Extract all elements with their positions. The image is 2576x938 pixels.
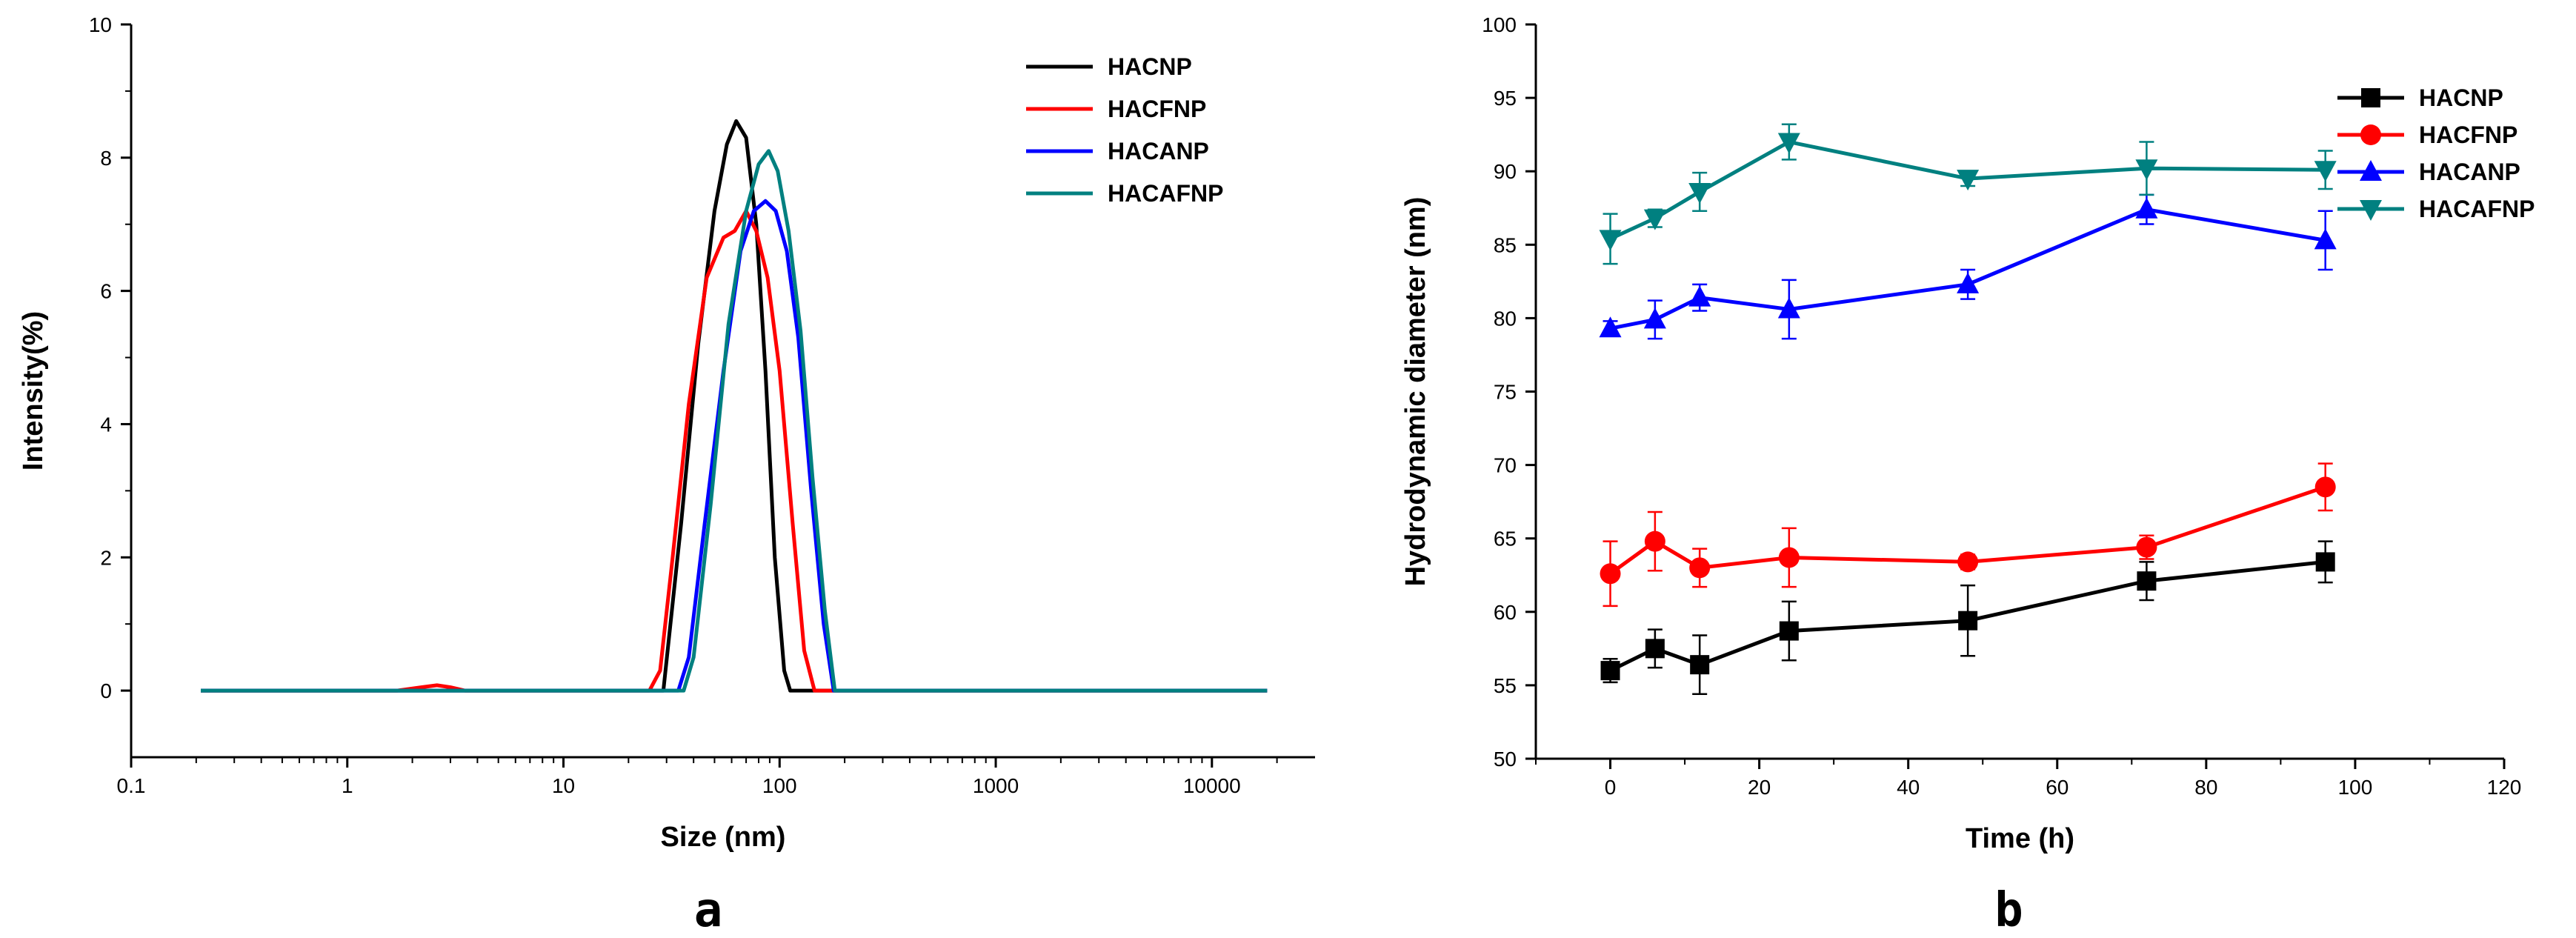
data-point-hacfnp (1644, 530, 1665, 552)
y-tick-label: 50 (1494, 748, 1517, 771)
legend-marker-hacfnp (2360, 124, 2381, 145)
data-point-hacafnp (1688, 182, 1711, 204)
data-point-hacanp (1777, 297, 1800, 319)
data-point-hacanp (1599, 316, 1622, 338)
data-point-hacanp (1643, 307, 1666, 329)
legend-label-hacnp: HACNP (2419, 84, 2503, 111)
data-point-hacnp (1600, 661, 1620, 681)
x-tick-label: 1000 (973, 774, 1019, 797)
y-tick-label: 6 (100, 280, 112, 303)
data-point-hacafnp (1599, 230, 1622, 251)
panel-label: a (694, 883, 723, 938)
x-tick-label: 60 (2046, 776, 2069, 799)
legend-marker-hacnp (2361, 88, 2380, 107)
data-point-hacnp (1645, 639, 1665, 659)
y-axis-label: Hydrodynamic diameter (nm) (1400, 197, 1431, 587)
x-tick-label: 10000 (1183, 774, 1241, 797)
y-axis-label: Intensity(%) (18, 311, 49, 470)
x-tick-label: 0 (1605, 776, 1617, 799)
legend-label-hacfnp: HACFNP (2419, 122, 2517, 148)
y-tick-label: 75 (1494, 381, 1517, 404)
data-point-hacfnp (1957, 551, 1979, 573)
x-tick-label: 1 (342, 774, 353, 797)
data-point-hacafnp (2314, 161, 2337, 182)
data-point-hacafnp (1643, 209, 1666, 230)
x-tick-label: 100 (2338, 776, 2373, 799)
data-point-hacnp (1958, 611, 1978, 631)
y-tick-label: 70 (1494, 454, 1517, 477)
data-point-hacanp (1957, 272, 1980, 293)
x-tick-label: 80 (2194, 776, 2217, 799)
x-tick-label: 100 (762, 774, 797, 797)
legend-marker-hacanp (2360, 160, 2382, 181)
data-point-hacafnp (1777, 133, 1800, 154)
y-tick-label: 10 (89, 13, 112, 36)
x-tick-label: 120 (2487, 776, 2522, 799)
y-tick-label: 0 (100, 679, 112, 702)
y-tick-label: 80 (1494, 307, 1517, 330)
series-line-hacfnp (201, 209, 1268, 693)
data-point-hacfnp (2136, 536, 2157, 558)
x-tick-label: 40 (1897, 776, 1920, 799)
y-tick-label: 60 (1494, 601, 1517, 624)
series-line-hacanp (201, 199, 1268, 693)
panel-a-size-distribution-chart: 0.1 1 10 100 1000 10000 0 2 4 6 8 10 Size (nm) Intens… (18, 13, 1315, 938)
y-tick-label: 4 (100, 413, 112, 436)
y-tick-label: 95 (1494, 87, 1517, 110)
legend-label-hacanp: HACANP (2419, 159, 2520, 185)
y-tick-label: 2 (100, 546, 112, 569)
legend-label-hacanp: HACANP (1108, 138, 1209, 164)
series-line-hacafnp (201, 149, 1268, 693)
y-tick-label: 55 (1494, 674, 1517, 697)
data-point-hacfnp (1778, 547, 1800, 568)
y-tick-label: 65 (1494, 528, 1517, 551)
panel-b-hydrodynamic-diameter-chart: 0 20 40 60 80 100 120 50 55 60 65 70 75 80 85 90 95 100 Ti… (1400, 13, 2535, 938)
data-point-hacanp (1688, 285, 1711, 307)
data-point-hacfnp (2314, 476, 2336, 498)
data-point-hacfnp (1689, 557, 1711, 579)
legend-label-hacafnp: HACAFNP (2419, 196, 2535, 222)
legend-label-hacfnp: HACFNP (1108, 96, 1206, 122)
data-point-hacnp (1779, 621, 1799, 641)
panel-label: b (1994, 883, 2023, 938)
legend-marker-hacafnp (2360, 200, 2382, 221)
y-tick-label: 85 (1494, 233, 1517, 256)
y-tick-label: 8 (100, 147, 112, 170)
data-point-hacanp (2135, 197, 2158, 219)
x-tick-label: 20 (1748, 776, 1771, 799)
y-tick-label: 90 (1494, 160, 1517, 183)
data-point-hacafnp (1957, 170, 1980, 191)
data-point-hacfnp (1600, 563, 1621, 585)
x-axis-label: Time (h) (1966, 823, 2074, 854)
y-tick-label: 100 (1482, 13, 1517, 36)
data-point-hacnp (2137, 571, 2157, 591)
x-tick-label: 10 (552, 774, 575, 797)
legend-label-hacnp: HACNP (1108, 53, 1192, 80)
data-point-hacafnp (2135, 159, 2158, 181)
data-point-hacanp (2314, 228, 2337, 250)
data-point-hacnp (2315, 552, 2335, 572)
x-axis-label: Size (nm) (661, 822, 786, 853)
legend-label-hacafnp: HACAFNP (1108, 180, 1223, 207)
series-line-hacnp (201, 119, 1268, 693)
data-point-hacnp (1690, 655, 1710, 675)
x-tick-label: 0.1 (117, 774, 146, 797)
